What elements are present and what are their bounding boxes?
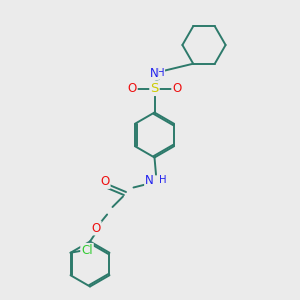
Text: H: H bbox=[159, 175, 167, 185]
Text: O: O bbox=[92, 221, 100, 235]
Text: N: N bbox=[149, 67, 158, 80]
Text: N: N bbox=[145, 173, 154, 187]
Text: Cl: Cl bbox=[81, 244, 93, 257]
Text: O: O bbox=[100, 175, 109, 188]
Text: O: O bbox=[172, 82, 182, 95]
Text: H: H bbox=[157, 68, 164, 79]
Text: S: S bbox=[150, 82, 159, 95]
Text: O: O bbox=[128, 82, 136, 95]
